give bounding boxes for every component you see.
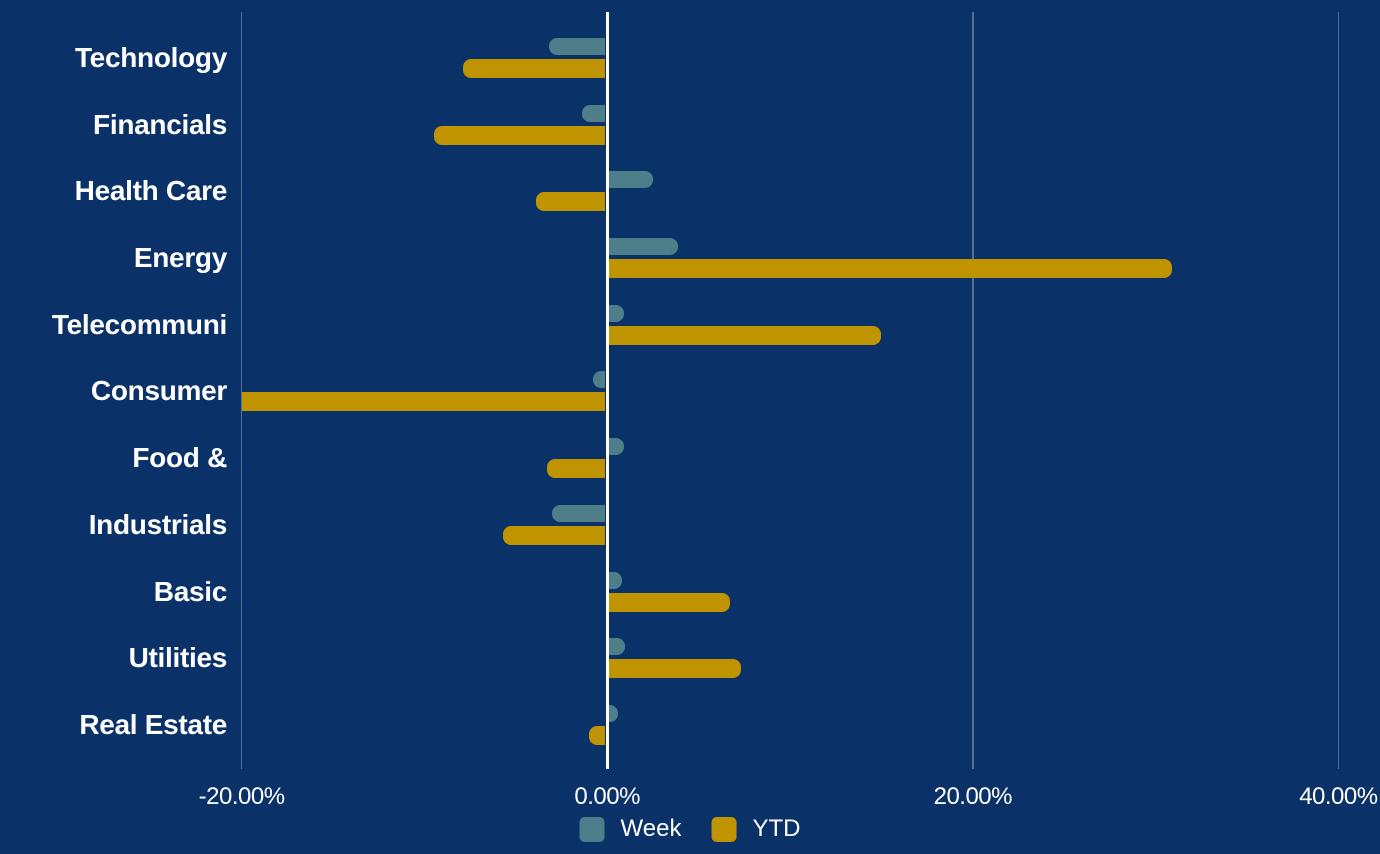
bar-week-technology[interactable]	[548, 37, 606, 55]
category-label-utilities: Utilities	[128, 642, 228, 674]
bar-ytd-energy[interactable]	[608, 258, 1172, 278]
legend-item-ytd[interactable]: YTD	[711, 815, 800, 843]
category-label-energy: Energy	[133, 241, 227, 273]
category-label-food: Food &	[132, 442, 227, 474]
bar-week-telecommuni[interactable]	[608, 304, 624, 322]
category-label-health-care: Health Care	[74, 175, 228, 207]
bar-ytd-real-estate[interactable]	[588, 726, 606, 745]
bar-week-utilities[interactable]	[608, 638, 626, 656]
grid-line-20	[972, 12, 974, 769]
legend-week-label: Week	[620, 815, 682, 842]
category-label-basic: Basic	[153, 575, 228, 607]
x-tick-label-40: 40.00%	[1299, 783, 1378, 810]
week-swatch-icon	[579, 816, 605, 842]
bar-ytd-technology[interactable]	[462, 58, 606, 78]
x-tick-label-20: 20.00%	[933, 783, 1013, 810]
legend-item-week[interactable]: Week	[579, 815, 682, 843]
category-label-technology: Technology	[74, 41, 227, 73]
category-label-industrials: Industrials	[88, 508, 228, 540]
grid-line-40	[1337, 12, 1340, 769]
category-label-consumer: Consumer	[90, 375, 227, 407]
bar-ytd-telecommuni[interactable]	[608, 325, 882, 345]
ytd-swatch-icon	[711, 816, 737, 842]
x-tick-label-0: 0.00%	[574, 783, 640, 810]
bar-ytd-industrials[interactable]	[503, 525, 606, 545]
bar-ytd-utilities[interactable]	[608, 659, 741, 679]
bar-week-energy[interactable]	[608, 237, 679, 255]
bar-week-basic[interactable]	[608, 571, 622, 589]
bar-ytd-food[interactable]	[546, 459, 606, 479]
bar-ytd-financials[interactable]	[433, 125, 606, 145]
bar-ytd-consumer[interactable]	[241, 392, 606, 412]
category-label-real-estate: Real Estate	[79, 709, 227, 740]
bar-week-consumer[interactable]	[592, 371, 606, 389]
bar-ytd-basic[interactable]	[608, 592, 730, 612]
bar-week-real-estate[interactable]	[608, 705, 619, 722]
bar-week-industrials[interactable]	[552, 504, 606, 522]
grid-line--20	[240, 12, 243, 769]
bar-week-health-care[interactable]	[608, 171, 653, 189]
legend-ytd-label: YTD	[752, 815, 801, 842]
bar-week-financials[interactable]	[581, 104, 606, 122]
chart-legend: Week YTD	[579, 815, 800, 843]
bar-ytd-health-care[interactable]	[535, 192, 606, 212]
category-label-financials: Financials	[93, 108, 227, 140]
zero-axis-line	[605, 12, 609, 769]
x-tick-label--20: -20.00%	[198, 783, 285, 810]
category-label-telecommuni: Telecommuni	[51, 308, 227, 340]
bar-week-food[interactable]	[608, 438, 624, 456]
